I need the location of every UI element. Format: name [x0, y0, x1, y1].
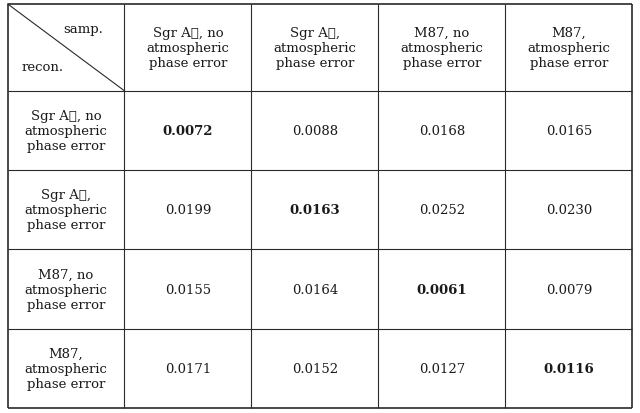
- Text: 0.0163: 0.0163: [290, 204, 340, 217]
- Text: M87, no
atmospheric
phase error: M87, no atmospheric phase error: [25, 268, 108, 311]
- Text: 0.0168: 0.0168: [419, 125, 465, 138]
- Text: M87,
atmospheric
phase error: M87, atmospheric phase error: [527, 27, 611, 70]
- Text: M87, no
atmospheric
phase error: M87, no atmospheric phase error: [401, 27, 483, 70]
- Text: 0.0152: 0.0152: [292, 362, 338, 375]
- Text: Sgr A★, no
atmospheric
phase error: Sgr A★, no atmospheric phase error: [25, 110, 108, 153]
- Text: recon.: recon.: [22, 61, 64, 74]
- Text: 0.0252: 0.0252: [419, 204, 465, 217]
- Text: 0.0230: 0.0230: [546, 204, 592, 217]
- Text: 0.0165: 0.0165: [546, 125, 592, 138]
- Text: 0.0072: 0.0072: [163, 125, 213, 138]
- Text: 0.0061: 0.0061: [417, 283, 467, 296]
- Text: 0.0127: 0.0127: [419, 362, 465, 375]
- Text: Sgr A★, no
atmospheric
phase error: Sgr A★, no atmospheric phase error: [147, 27, 229, 70]
- Text: Sgr A★,
atmospheric
phase error: Sgr A★, atmospheric phase error: [273, 27, 356, 70]
- Text: 0.0164: 0.0164: [292, 283, 338, 296]
- Text: samp.: samp.: [63, 23, 104, 36]
- Text: 0.0171: 0.0171: [165, 362, 211, 375]
- Text: 0.0116: 0.0116: [543, 362, 594, 375]
- Text: 0.0199: 0.0199: [164, 204, 211, 217]
- Text: 0.0079: 0.0079: [546, 283, 592, 296]
- Text: Sgr A★,
atmospheric
phase error: Sgr A★, atmospheric phase error: [25, 189, 108, 232]
- Text: 0.0155: 0.0155: [165, 283, 211, 296]
- Text: M87,
atmospheric
phase error: M87, atmospheric phase error: [25, 347, 108, 390]
- Text: 0.0088: 0.0088: [292, 125, 338, 138]
